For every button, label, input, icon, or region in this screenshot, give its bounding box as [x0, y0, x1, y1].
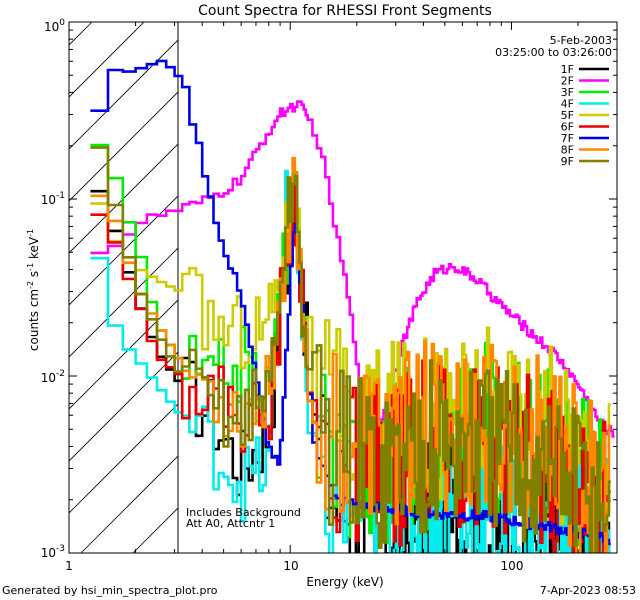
legend-label-8f: 8F [561, 144, 574, 157]
axis-ticks [68, 21, 618, 554]
legend-label-2f: 2F [561, 75, 574, 88]
legend-label-6f: 6F [561, 121, 574, 134]
generated-by-footer: Generated by hsi_min_spectra_plot.pro [2, 584, 218, 597]
x-tick-label-0: 1 [65, 559, 73, 573]
date-label: 5-Feb-2003 [550, 34, 612, 47]
x-tick-label-2: 100 [501, 559, 524, 573]
y-tick-label-0: 100 [44, 18, 65, 34]
series-line-7f [90, 59, 611, 546]
y-tick-label-3: 10-3 [41, 544, 65, 560]
legend-label-9f: 9F [561, 155, 574, 168]
hatch-line [80, 455, 178, 553]
plot-frame [68, 21, 618, 554]
time-range-label: 03:25:00 to 03:26:00 [495, 46, 612, 59]
x-axis-label: Energy (keV) [306, 575, 383, 589]
chart-title: Count Spectra for RHESSI Front Segments [198, 3, 492, 19]
series-line-2f [90, 100, 615, 438]
legend-label-4f: 4F [561, 98, 574, 111]
legend-label-3f: 3F [561, 86, 574, 99]
legend-label-1f: 1F [561, 63, 574, 76]
y-axis-label: counts cm-2 s-1 keV-1 [26, 229, 41, 351]
hatch-line [69, 247, 178, 358]
hatch-line [69, 403, 178, 514]
timestamp-footer: 7-Apr-2023 08:53 [540, 584, 636, 597]
hatch-line [69, 22, 145, 98]
legend-label-5f: 5F [561, 109, 574, 122]
hatch-line [69, 195, 178, 306]
y-tick-label-2: 10-2 [41, 369, 65, 385]
legend-label-7f: 7F [561, 132, 574, 145]
series-line-9f [90, 146, 611, 553]
annotation-line-1: Att A0, Attcntr 1 [186, 517, 275, 530]
hatch-line [69, 22, 93, 46]
y-tick-label-1: 10-1 [41, 191, 65, 207]
annotation-line-0: Includes Background [186, 506, 301, 519]
hatch-line [69, 91, 178, 202]
x-tick-label-1: 10 [283, 559, 298, 573]
